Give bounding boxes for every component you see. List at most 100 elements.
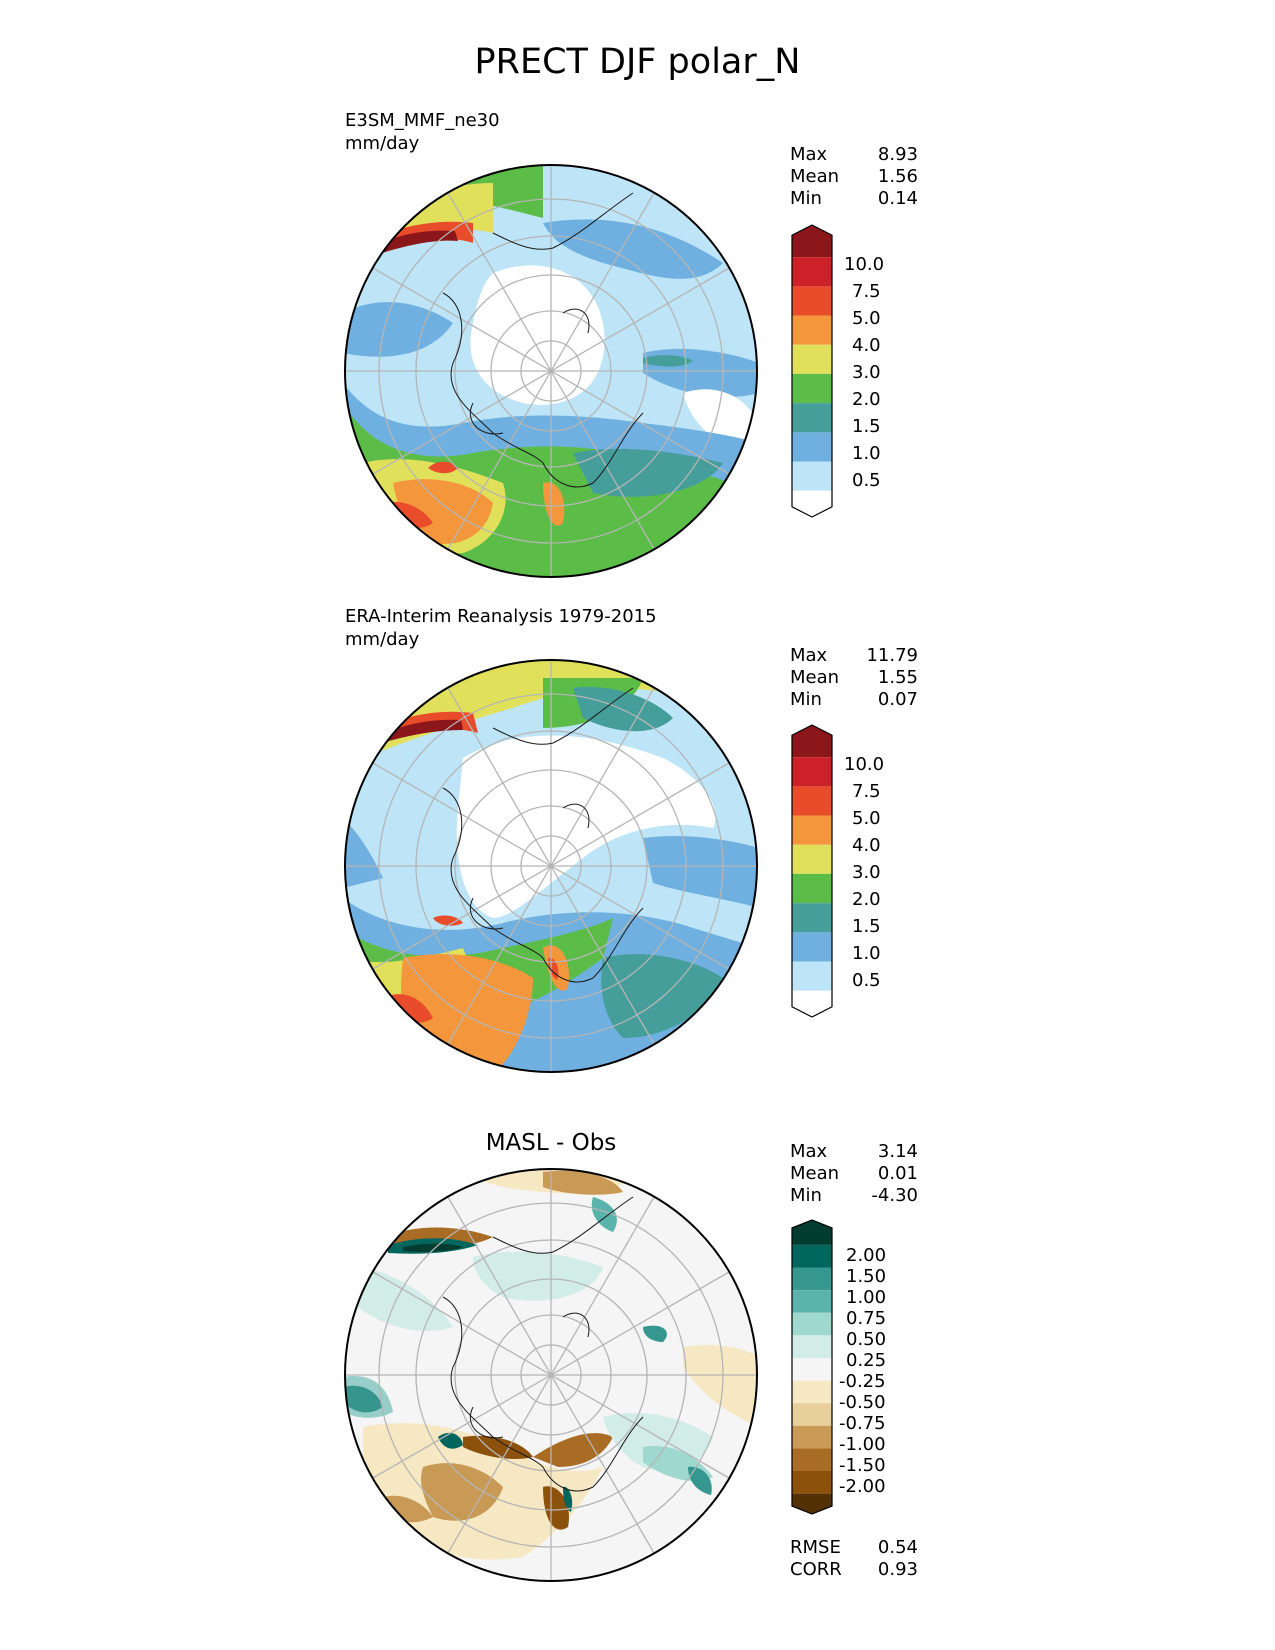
colorbar-tick-label: 1.50 (846, 1266, 887, 1287)
colorbar-tick-label: 1.5 (852, 916, 881, 937)
colorbar-tick-label: -0.25 (839, 1371, 886, 1392)
colorbar-tick-label: 2.00 (846, 1245, 887, 1266)
colorbar-segment (792, 373, 832, 404)
stat-value: 0.14 (877, 188, 918, 209)
colorbar-tick-label: 7.5 (852, 281, 881, 302)
metric-value: 0.54 (877, 1537, 918, 1558)
colorbar-tick-label: 0.25 (846, 1350, 887, 1371)
stat-label: Mean (790, 667, 840, 688)
colorbar-tick-label: 2.0 (852, 389, 881, 410)
colorbar-tick-label: -0.50 (839, 1392, 886, 1413)
colorbar-outline (791, 1219, 833, 1515)
colorbar-segment (792, 286, 832, 316)
stat-value: 8.93 (877, 144, 918, 165)
colorbar-segment (792, 990, 832, 1017)
colorbar-tick-label: 2.0 (852, 889, 881, 910)
stat-label: Max (790, 645, 828, 666)
colorbar-tick-label: 5.0 (852, 308, 881, 329)
colorbar-segment (792, 1267, 832, 1291)
stat-label: Mean (790, 166, 840, 187)
colorbar-segment (792, 1493, 832, 1514)
panel3-metrics: RMSE 0.54 CORR 0.93 (790, 1537, 918, 1581)
colorbar-segment (792, 1244, 832, 1268)
colorbar-tick-label: -0.75 (839, 1413, 886, 1434)
panel3-stats: Max 3.14 Mean 0.01 Min -4.30 (790, 1141, 918, 1207)
panel2-stats: Max 11.79 Mean 1.55 Min 0.07 (790, 645, 918, 711)
colorbar-segment (792, 903, 832, 933)
colorbar-segment (792, 961, 832, 991)
colorbar-segment (792, 1290, 832, 1313)
stat-label: Max (790, 144, 828, 165)
colorbar-segment (792, 1220, 832, 1245)
colorbar-tick-label: 10.0 (844, 754, 885, 775)
colorbar-segment (792, 1403, 832, 1426)
colorbar-outline (791, 224, 833, 518)
colorbar-tick-label: 1.0 (852, 943, 881, 964)
stat-label: Max (790, 1141, 828, 1162)
colorbar-segment (792, 315, 832, 345)
colorbar-segment (792, 786, 832, 816)
panel3-title: MASL - Obs (485, 1130, 617, 1156)
stat-label: Min (790, 188, 822, 209)
colorbar-segment (792, 225, 832, 258)
colorbar-segment (792, 1448, 832, 1472)
colorbar-segment (792, 403, 832, 433)
stat-label: Min (790, 1185, 822, 1206)
colorbar-tick-label: 0.5 (852, 470, 881, 491)
colorbar-segment (792, 490, 832, 517)
panel3-colorbar (791, 1219, 833, 1515)
metric-label: CORR (790, 1559, 842, 1580)
stat-value: -4.30 (871, 1185, 918, 1206)
stat-value: 0.01 (877, 1163, 918, 1184)
colorbar-segment (792, 432, 832, 462)
colorbar-segment (792, 1471, 832, 1494)
colorbar-tick-label: 0.5 (852, 970, 881, 991)
colorbar-tick-label: 1.0 (852, 443, 881, 464)
colorbar-tick-label: 4.0 (852, 335, 881, 356)
panel2-units: mm/day (345, 629, 420, 650)
colorbar-segment (792, 257, 832, 287)
panel2-polar-map (344, 659, 758, 1073)
colorbar-tick-label: 1.5 (852, 416, 881, 437)
stat-value: 1.55 (877, 667, 918, 688)
panel2-colorbar (791, 724, 833, 1018)
colorbar-tick-label: 10.0 (844, 254, 885, 275)
colorbar-tick-label: 0.75 (846, 1308, 887, 1329)
stat-value: 11.79 (866, 645, 918, 666)
stat-value: 0.07 (877, 689, 918, 710)
panel1-stats: Max 8.93 Mean 1.56 Min 0.14 (790, 144, 918, 210)
colorbar-tick-label: -1.50 (839, 1455, 886, 1476)
colorbar-segment (792, 1357, 832, 1381)
colorbar-tick-label: 0.50 (846, 1329, 887, 1350)
colorbar-segment (792, 1335, 832, 1358)
colorbar-outline (791, 724, 833, 1018)
colorbar-segment (792, 757, 832, 787)
colorbar-tick-label: -1.00 (839, 1434, 886, 1455)
stat-label: Mean (790, 1163, 840, 1184)
colorbar-segment (792, 461, 832, 491)
colorbar-tick-label: 1.00 (846, 1287, 887, 1308)
colorbar-segment (792, 932, 832, 962)
stat-value: 3.14 (877, 1141, 918, 1162)
colorbar-segment (792, 873, 832, 904)
panel3-difference-map (344, 1168, 758, 1582)
colorbar-tick-label: -2.00 (839, 1476, 886, 1497)
colorbar-segment (792, 344, 832, 374)
panel1-colorbar (791, 224, 833, 518)
colorbar-segment (792, 1312, 832, 1336)
colorbar-segment (792, 1380, 832, 1404)
colorbar-tick-label: 5.0 (852, 808, 881, 829)
panel2-dataset-name: ERA-Interim Reanalysis 1979-2015 (345, 606, 657, 627)
panel1-units: mm/day (345, 133, 420, 154)
stat-label: Min (790, 689, 822, 710)
panel1-model-name: E3SM_MMF_ne30 (345, 110, 500, 131)
colorbar-tick-label: 3.0 (852, 362, 881, 383)
panel1-polar-map (344, 164, 758, 578)
colorbar-tick-label: 7.5 (852, 781, 881, 802)
colorbar-segment (792, 1425, 832, 1449)
metric-label: RMSE (790, 1537, 841, 1558)
colorbar-tick-label: 4.0 (852, 835, 881, 856)
colorbar-tick-label: 3.0 (852, 862, 881, 883)
colorbar-segment (792, 725, 832, 758)
colorbar-segment (792, 815, 832, 845)
